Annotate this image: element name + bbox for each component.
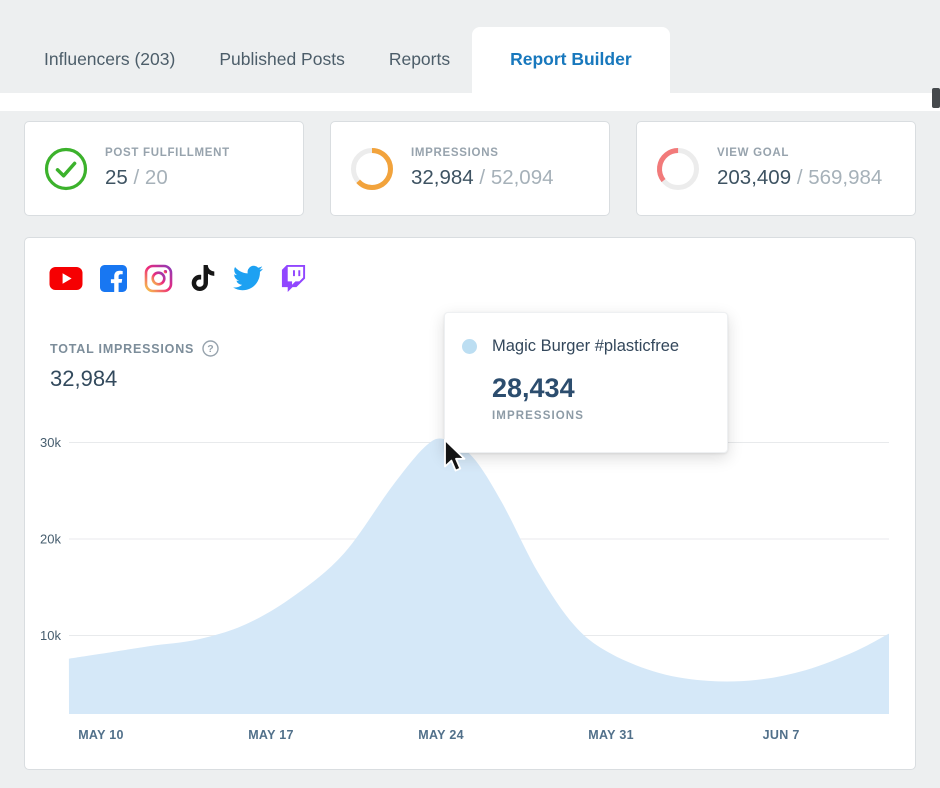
svg-text:30k: 30k bbox=[40, 435, 61, 450]
stat-value: 25 / 20 bbox=[105, 166, 168, 189]
tooltip-series-label: Magic Burger #plasticfree bbox=[492, 337, 680, 355]
tab-bar-bottom-strip bbox=[0, 93, 940, 111]
chart-canvas[interactable]: 10k 20k 30k MAY 10 MAY 17 MAY 24 MAY 31 JUN 7 bbox=[25, 404, 914, 752]
svg-text:JUN 7: JUN 7 bbox=[763, 728, 800, 742]
svg-text:10k: 10k bbox=[40, 628, 61, 643]
total-impressions-value: 32,984 bbox=[50, 366, 118, 391]
tab-bar: Influencers (203) Published Posts Report… bbox=[0, 0, 940, 93]
tiktok-icon[interactable] bbox=[190, 265, 216, 291]
stat-card-post-fulfillment: POST FULFILLMENT 25 / 20 bbox=[24, 121, 304, 216]
instagram-icon[interactable] bbox=[144, 264, 173, 293]
svg-text:20k: 20k bbox=[40, 532, 61, 547]
svg-text:MAY 31: MAY 31 bbox=[588, 728, 634, 742]
platform-filter-row bbox=[25, 238, 915, 294]
progress-ring-icon bbox=[351, 147, 393, 190]
stat-value: 203,409 / 569,984 bbox=[717, 166, 883, 189]
twitter-icon[interactable] bbox=[233, 263, 263, 293]
total-impressions-card: TOTAL IMPRESSIONS ? 32,984 10k 20k 30k MAY … bbox=[24, 237, 916, 770]
svg-text:MAY 10: MAY 10 bbox=[78, 728, 124, 742]
stat-label: VIEW GOAL bbox=[717, 147, 790, 159]
svg-text:MAY 17: MAY 17 bbox=[248, 728, 294, 742]
tooltip-metric-label: IMPRESSIONS bbox=[492, 410, 584, 422]
stat-card-impressions: IMPRESSIONS 32,984 / 52,094 bbox=[330, 121, 610, 216]
chart-title-row: TOTAL IMPRESSIONS ? bbox=[50, 340, 915, 357]
mouse-cursor-icon bbox=[444, 439, 466, 472]
tab-report-builder[interactable]: Report Builder bbox=[472, 27, 670, 93]
chart-tooltip: Magic Burger #plasticfree 28,434 IMPRESS… bbox=[444, 312, 728, 453]
stats-row: POST FULFILLMENT 25 / 20 IMPRESSIONS 32,… bbox=[24, 121, 916, 216]
youtube-icon[interactable] bbox=[49, 266, 83, 291]
svg-text:?: ? bbox=[207, 343, 213, 355]
area-series[interactable] bbox=[68, 438, 889, 714]
tooltip-value: 28,434 bbox=[492, 373, 575, 403]
twitch-icon[interactable] bbox=[280, 264, 307, 292]
check-circle-icon bbox=[44, 147, 88, 190]
facebook-icon[interactable] bbox=[100, 264, 127, 292]
tab-reports[interactable]: Reports bbox=[388, 49, 451, 69]
impressions-area-chart[interactable]: 10k 20k 30k MAY 10 MAY 17 MAY 24 MAY 31 JUN 7 bbox=[25, 404, 915, 752]
stat-label: POST FULFILLMENT bbox=[105, 147, 230, 159]
scrollbar-thumb[interactable] bbox=[932, 88, 940, 108]
report-builder-page: POST FULFILLMENT 25 / 20 IMPRESSIONS 32,… bbox=[0, 111, 940, 770]
help-icon[interactable]: ? bbox=[202, 340, 219, 357]
tab-influencers[interactable]: Influencers (203) bbox=[44, 49, 176, 69]
chart-title: TOTAL IMPRESSIONS bbox=[50, 341, 195, 356]
svg-text:MAY 24: MAY 24 bbox=[418, 728, 464, 742]
stat-card-view-goal: VIEW GOAL 203,409 / 569,984 bbox=[636, 121, 916, 216]
tab-published-posts[interactable]: Published Posts bbox=[219, 49, 345, 69]
tooltip-series-dot bbox=[462, 339, 477, 354]
stat-value: 32,984 / 52,094 bbox=[411, 166, 554, 189]
progress-ring-icon bbox=[657, 147, 699, 190]
stat-label: IMPRESSIONS bbox=[411, 147, 499, 159]
